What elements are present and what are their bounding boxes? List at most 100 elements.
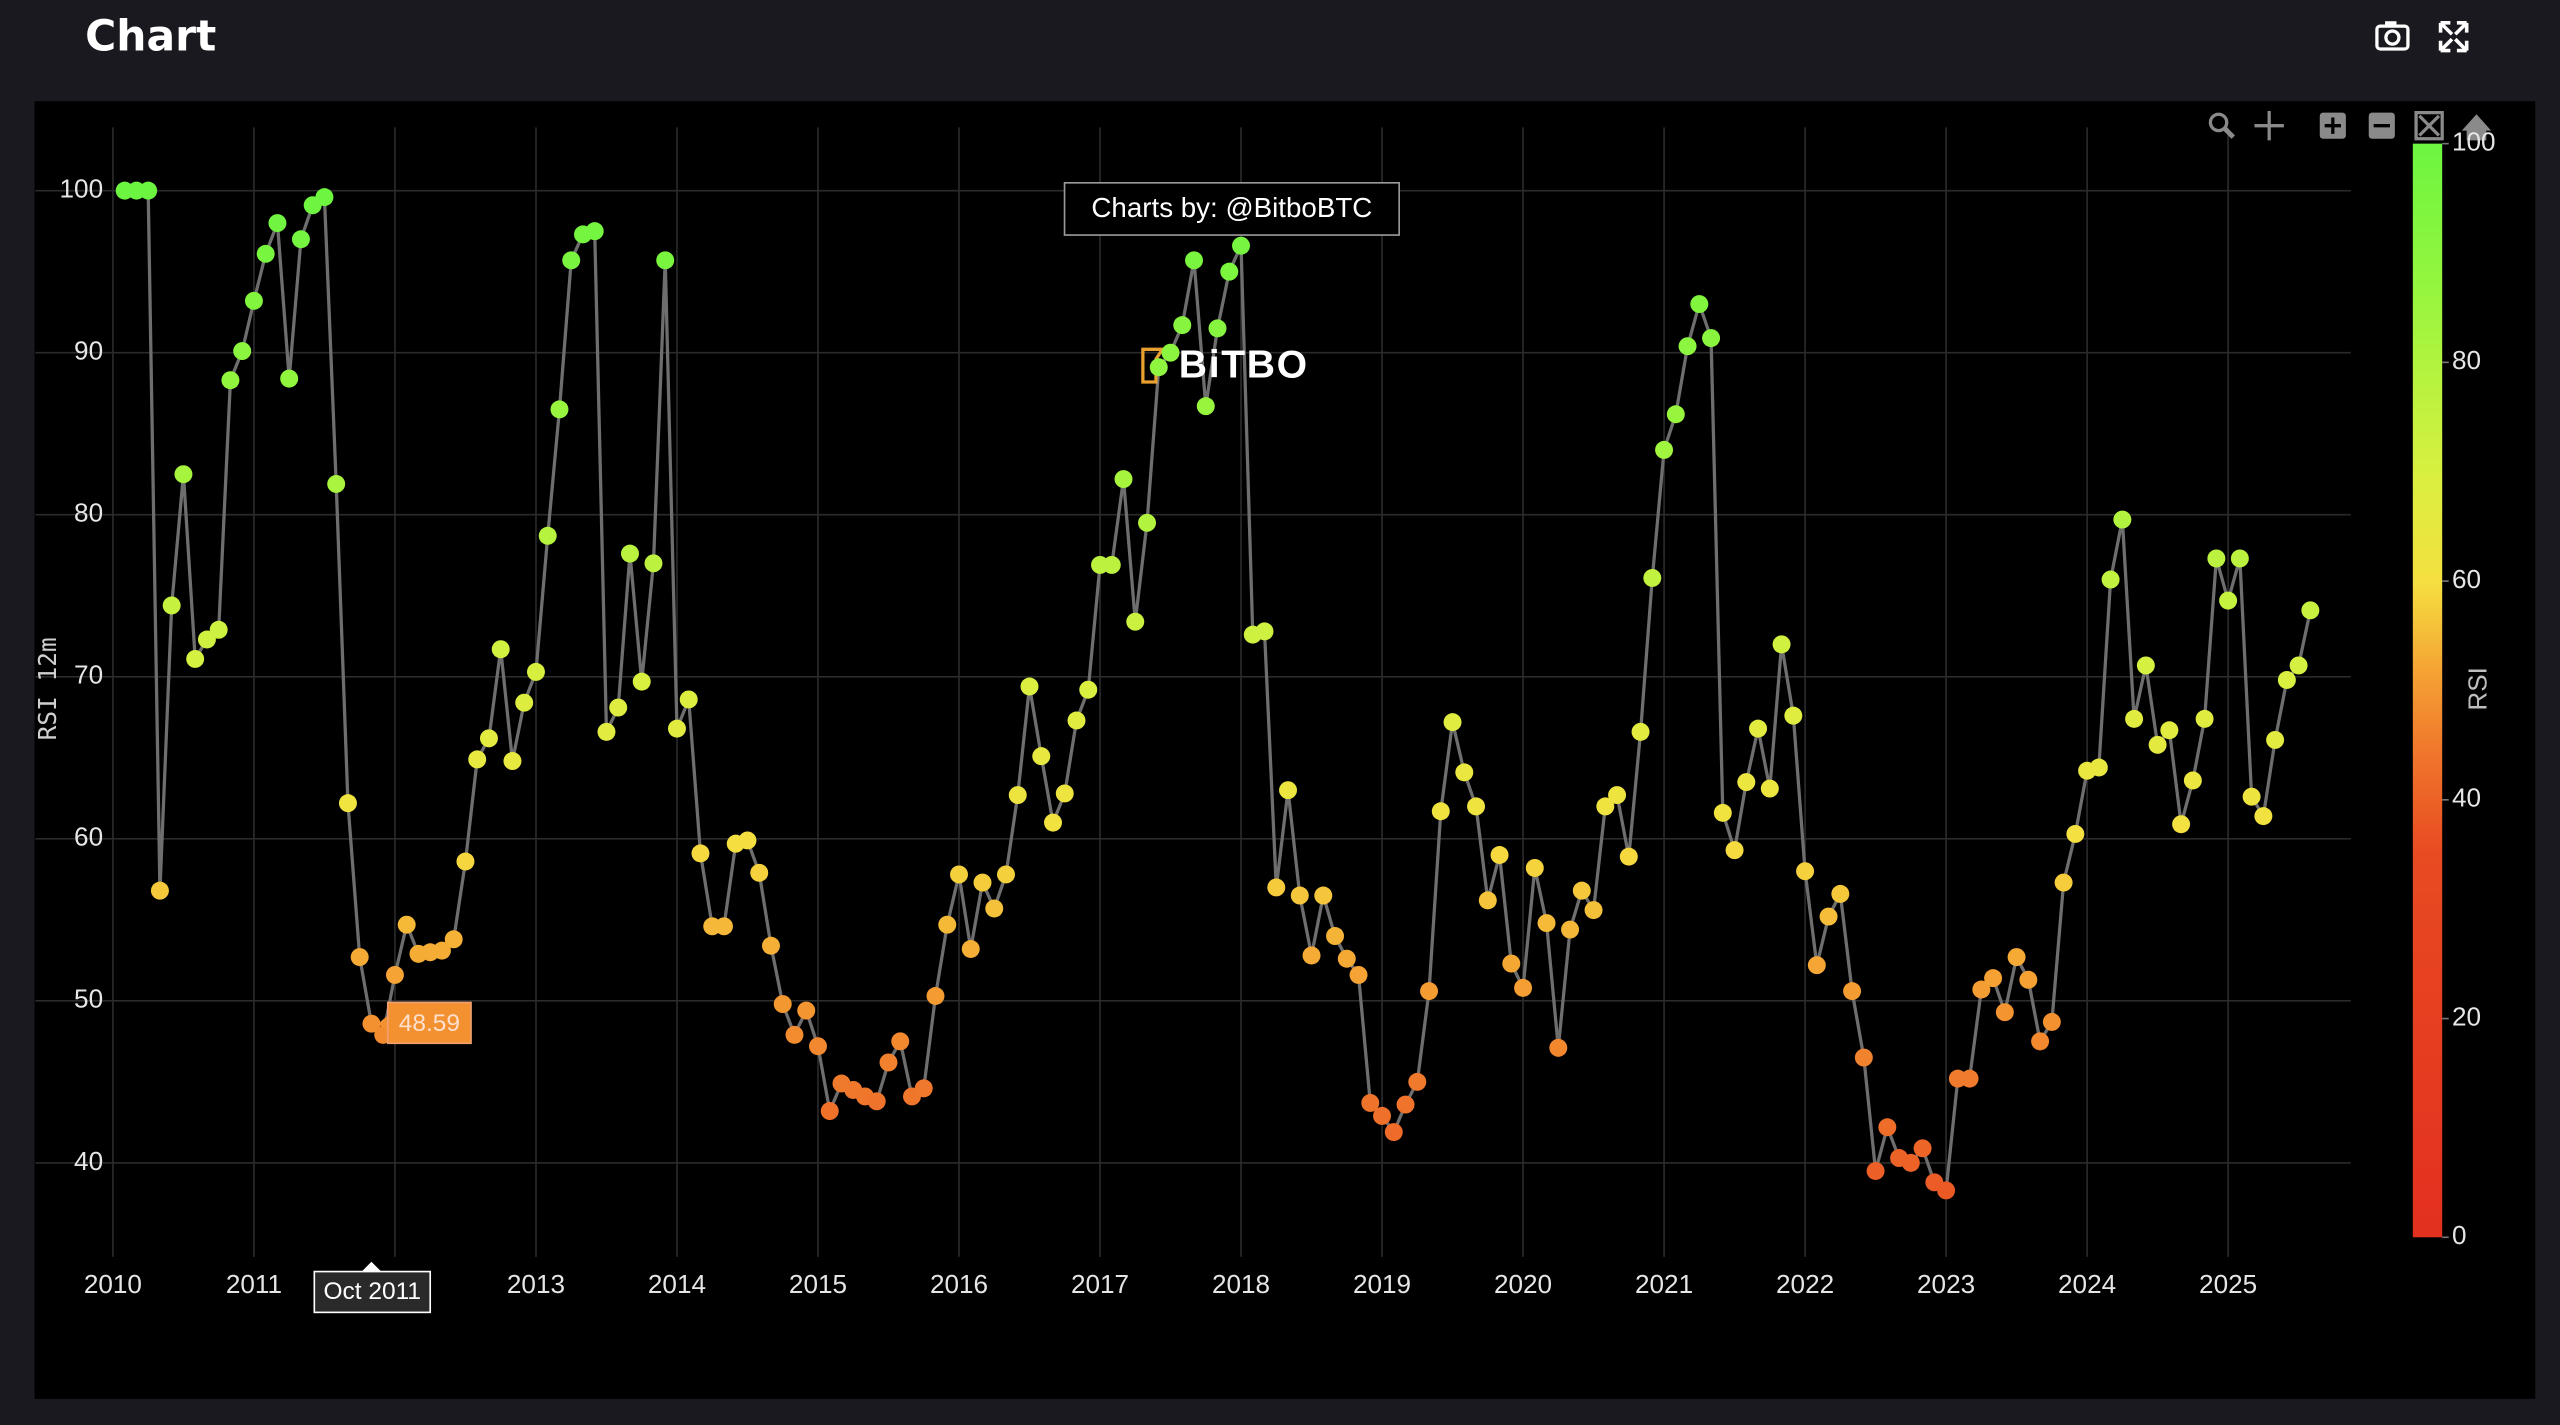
rsi-point[interactable] xyxy=(2031,1032,2050,1051)
rsi-point[interactable] xyxy=(2183,771,2202,790)
rsi-point[interactable] xyxy=(1749,719,1768,738)
pan-button[interactable] xyxy=(2254,110,2284,141)
rsi-point[interactable] xyxy=(1279,781,1298,800)
rsi-point[interactable] xyxy=(2254,807,2273,826)
rsi-point[interactable] xyxy=(715,917,733,936)
rsi-point[interactable] xyxy=(385,965,404,984)
rsi-point[interactable] xyxy=(1760,779,1779,798)
rsi-point[interactable] xyxy=(2148,735,2167,754)
rsi-point[interactable] xyxy=(327,474,346,493)
rsi-point[interactable] xyxy=(1232,236,1251,255)
rsi-point[interactable] xyxy=(2113,510,2132,529)
rsi-point[interactable] xyxy=(1972,980,1991,999)
rsi-point[interactable] xyxy=(1572,881,1591,900)
rsi-point[interactable] xyxy=(1702,329,1721,348)
rsi-point[interactable] xyxy=(538,526,557,545)
rsi-point[interactable] xyxy=(609,698,628,717)
rsi-point[interactable] xyxy=(1796,862,1815,881)
rsi-point[interactable] xyxy=(1525,858,1544,877)
rsi-point[interactable] xyxy=(1631,722,1650,741)
rsi-point[interactable] xyxy=(2089,758,2108,777)
rsi-point[interactable] xyxy=(338,794,357,813)
camera-button[interactable] xyxy=(2375,21,2410,51)
rsi-point[interactable] xyxy=(1008,786,1027,805)
rsi-point[interactable] xyxy=(1255,622,1274,641)
rsi-point[interactable] xyxy=(667,719,686,738)
zoom-out-button[interactable] xyxy=(2368,112,2395,139)
rsi-point[interactable] xyxy=(997,865,1015,884)
rsi-point[interactable] xyxy=(1478,891,1497,910)
rsi-point[interactable] xyxy=(2230,549,2249,568)
rsi-point[interactable] xyxy=(2207,549,2226,568)
rsi-point[interactable] xyxy=(1290,886,1309,905)
rsi-point[interactable] xyxy=(1102,555,1121,574)
rsi-point[interactable] xyxy=(1937,1181,1956,1200)
rsi-point[interactable] xyxy=(150,881,169,900)
rsi-point[interactable] xyxy=(1149,358,1168,377)
rsi-point[interactable] xyxy=(350,948,369,967)
rsi-point[interactable] xyxy=(961,940,980,958)
rsi-point[interactable] xyxy=(233,342,252,361)
rsi-point[interactable] xyxy=(2266,730,2285,749)
rsi-point[interactable] xyxy=(691,844,710,863)
rsi-point[interactable] xyxy=(1690,295,1709,314)
rsi-point[interactable] xyxy=(1431,802,1450,821)
rsi-point[interactable] xyxy=(1960,1069,1979,1088)
rsi-point[interactable] xyxy=(2054,873,2073,892)
rsi-point[interactable] xyxy=(656,251,675,270)
rsi-point[interactable] xyxy=(750,863,769,882)
rsi-point[interactable] xyxy=(1666,405,1685,424)
rsi-point[interactable] xyxy=(1619,847,1638,866)
rsi-point[interactable] xyxy=(139,181,158,200)
rsi-point[interactable] xyxy=(1866,1162,1885,1180)
rsi-point[interactable] xyxy=(468,750,487,769)
rsi-point[interactable] xyxy=(926,987,945,1005)
rsi-point[interactable] xyxy=(2007,948,2026,967)
rsi-point[interactable] xyxy=(1537,914,1556,933)
rsi-point[interactable] xyxy=(186,649,205,668)
rsi-point[interactable] xyxy=(280,369,299,388)
rsi-point[interactable] xyxy=(1502,954,1521,973)
rsi-point[interactable] xyxy=(1584,901,1603,920)
rsi-point[interactable] xyxy=(809,1037,827,1056)
rsi-point[interactable] xyxy=(644,554,663,573)
rsi-point[interactable] xyxy=(526,662,545,681)
rsi-point[interactable] xyxy=(162,596,181,615)
rsi-point[interactable] xyxy=(1408,1072,1427,1091)
rsi-point[interactable] xyxy=(1185,251,1203,270)
rsi-point[interactable] xyxy=(1984,969,2003,988)
rsi-point[interactable] xyxy=(950,865,968,884)
rsi-point[interactable] xyxy=(1807,956,1826,975)
rsi-point[interactable] xyxy=(2136,656,2155,675)
rsi-point[interactable] xyxy=(503,752,522,771)
rsi-point[interactable] xyxy=(1067,711,1086,730)
rsi-point[interactable] xyxy=(1314,886,1333,905)
rsi-point[interactable] xyxy=(1737,773,1756,792)
rsi-point[interactable] xyxy=(1725,841,1744,860)
rsi-point[interactable] xyxy=(1843,982,1862,1001)
rsi-point[interactable] xyxy=(1678,337,1697,356)
rsi-point[interactable] xyxy=(2125,709,2144,728)
rsi-point[interactable] xyxy=(1361,1093,1380,1112)
rsi-point[interactable] xyxy=(1455,763,1474,782)
rsi-point[interactable] xyxy=(1549,1038,1568,1057)
rsi-point[interactable] xyxy=(1138,513,1156,532)
rsi-point[interactable] xyxy=(2101,570,2120,589)
rsi-point[interactable] xyxy=(1878,1118,1897,1137)
rsi-point[interactable] xyxy=(1655,440,1674,459)
rsi-point[interactable] xyxy=(914,1079,933,1098)
rsi-point[interactable] xyxy=(432,941,451,960)
rsi-point[interactable] xyxy=(632,672,651,691)
rsi-point[interactable] xyxy=(1349,965,1368,984)
rsi-point[interactable] xyxy=(244,291,263,310)
rsi-point[interactable] xyxy=(620,544,639,563)
rsi-point[interactable] xyxy=(362,1014,381,1033)
rsi-point[interactable] xyxy=(2172,815,2191,834)
rsi-point[interactable] xyxy=(1596,797,1615,816)
rsi-point[interactable] xyxy=(1467,797,1486,816)
rsi-point[interactable] xyxy=(1267,878,1286,897)
rsi-point[interactable] xyxy=(679,690,698,709)
rsi-point[interactable] xyxy=(2195,709,2214,728)
rsi-point[interactable] xyxy=(397,915,416,934)
rsi-point[interactable] xyxy=(1196,397,1215,416)
